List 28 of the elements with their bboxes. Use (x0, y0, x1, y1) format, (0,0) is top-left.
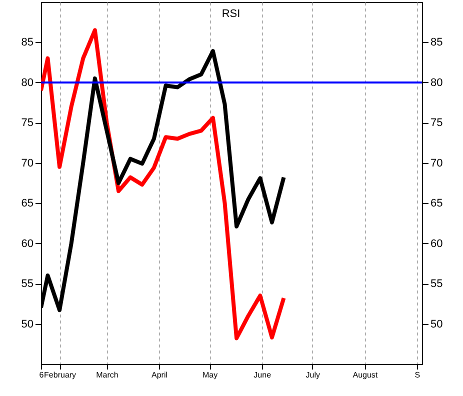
y-tick-label: 65 (21, 198, 34, 210)
y-tick-label: 80 (21, 76, 34, 89)
x-tick-label: March (96, 370, 118, 380)
y2-tick-label: 50 (430, 318, 443, 330)
y2-tick-label: 75 (430, 117, 443, 130)
x-tick-label: April (152, 370, 168, 380)
y-tick-label: 70 (21, 157, 34, 170)
x-tick-label: July (306, 370, 320, 380)
x-tick-label: S (414, 370, 420, 380)
x-tick-label: 6 (39, 370, 44, 380)
y2-tick-label: 55 (430, 278, 443, 290)
y-tick-label: 50 (21, 318, 34, 330)
y-tick-label: 75 (21, 117, 34, 130)
y-tick-label: 85 (21, 36, 34, 49)
y2-tick-label: 80 (430, 76, 443, 89)
line-series (41, 28, 286, 340)
x-tick-label: August (352, 370, 378, 380)
y-tick-label: 60 (21, 238, 34, 250)
x-tick-label: February (44, 370, 76, 380)
y2-tick-label: 70 (430, 157, 443, 170)
text: RSI (222, 8, 240, 20)
y2-tick-label: 60 (430, 238, 443, 250)
y-tick-label: 55 (21, 278, 34, 290)
x-tick-label: May (202, 370, 218, 380)
y2-tick-label: 85 (430, 36, 443, 49)
x-tick-label: June (254, 370, 272, 380)
line-series (41, 49, 286, 312)
y2-tick-label: 65 (430, 198, 443, 210)
